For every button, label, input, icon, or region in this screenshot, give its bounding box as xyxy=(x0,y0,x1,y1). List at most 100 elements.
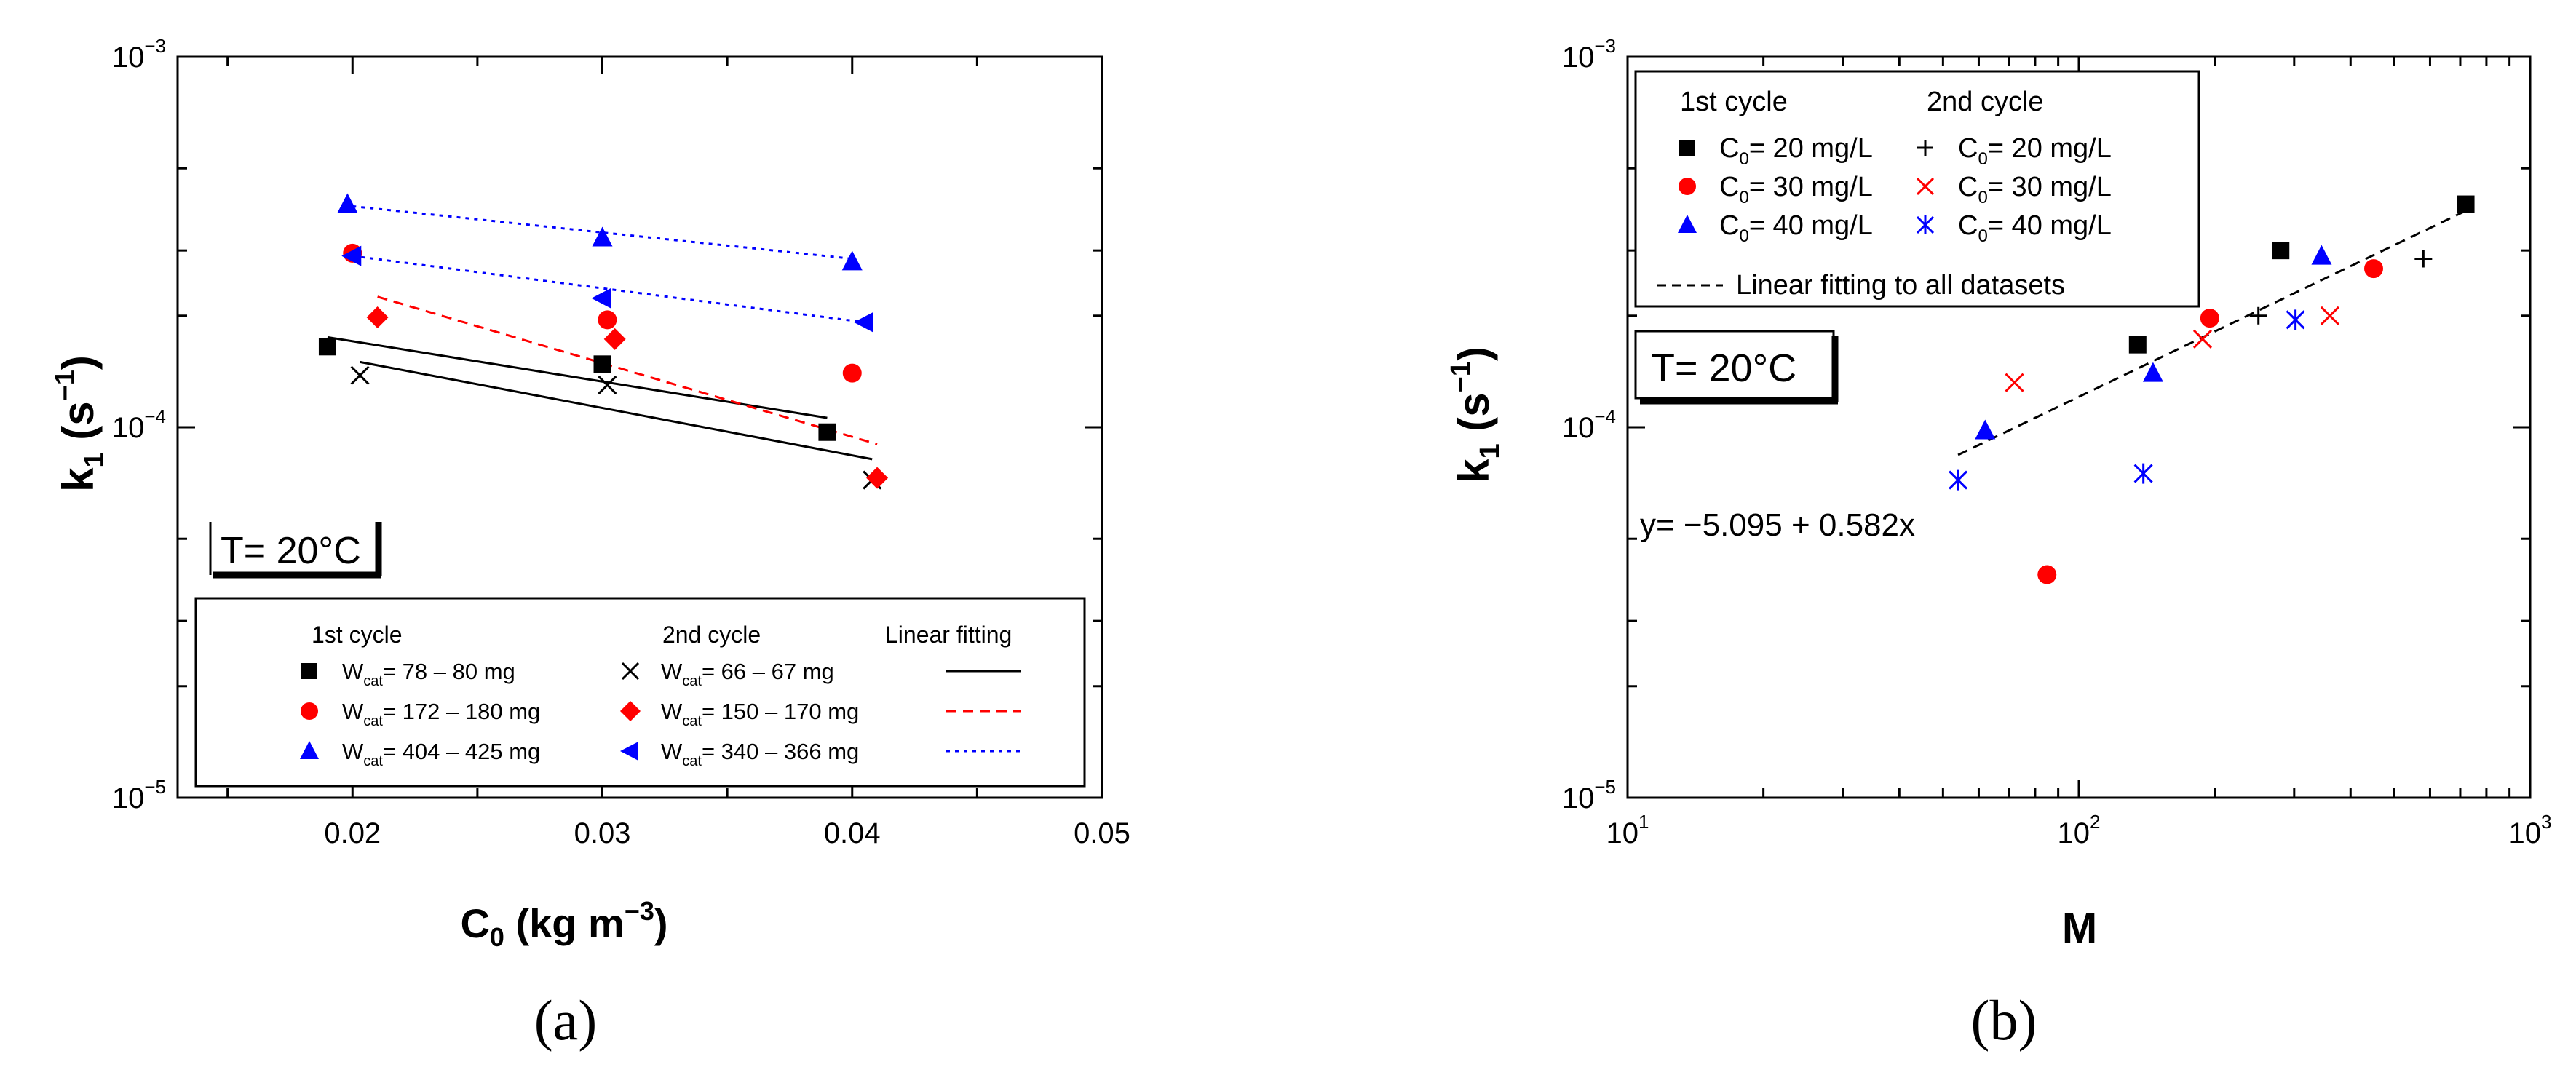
panel-b-legend-label-1st-0: C0= 20 mg/L xyxy=(1719,133,1873,169)
panel-a-x-axis-label: C0 (kg m−3) xyxy=(460,896,667,952)
panel-a-point-s4-0 xyxy=(337,193,358,213)
panel-a-legend-label-2nd-1: Wcat= 150 – 170 mg xyxy=(661,699,859,729)
panel-a-temperature-label: T= 20°C xyxy=(221,530,361,572)
panel-a-legend-label-1st-0: Wcat= 78 – 80 mg xyxy=(342,659,515,689)
panel-a-legend-label-2nd-2: Wcat= 340 – 366 mg xyxy=(661,739,859,769)
panel-b-legend-marker-2nd-2 xyxy=(1916,215,1935,234)
panel-a-point-s2-2 xyxy=(842,363,862,383)
panel-a-legend-header-2nd: 2nd cycle xyxy=(662,622,761,648)
panel-a-y-tick-label: 10−4 xyxy=(112,405,166,444)
panel-b-legend-header-1st: 1st cycle xyxy=(1680,87,1788,117)
panel-b-legend-header-2nd: 2nd cycle xyxy=(1927,87,2044,117)
panel-a-y-axis-label: k1 (s−1) xyxy=(50,355,110,492)
svg-text:k1 (s−1): k1 (s−1) xyxy=(50,355,110,492)
panel-a-fit-line-4 xyxy=(352,255,865,324)
panel-a-fit-line-1 xyxy=(360,360,873,461)
panel-b-temperature-label: T= 20°C xyxy=(1651,346,1796,390)
panel-a-legend-label-1st-2: Wcat= 404 – 425 mg xyxy=(342,739,540,769)
panel-a-legend-marker-1st-0 xyxy=(301,663,317,679)
panel-b-point-s3-1 xyxy=(2192,329,2213,349)
panel-a-legend-label-2nd-0: Wcat= 66 – 67 mg xyxy=(661,659,834,689)
panel-b-y-tick-label: 10−4 xyxy=(1562,405,1616,444)
panel-a-point-s4-1 xyxy=(592,226,613,247)
panel-b-point-s2-1 xyxy=(2200,309,2219,328)
panel-a-point-s3-1 xyxy=(603,328,626,350)
panel-b-legend-label-1st-2: C0= 40 mg/L xyxy=(1719,210,1873,246)
panel-b: k1 (s−1) M 10−5 10−4 10−3 101 102 103 1st cyc… xyxy=(1446,35,2551,952)
panel-a-point-s5-1 xyxy=(591,287,611,309)
panel-a-x-tick-label: 0.02 xyxy=(324,817,381,849)
panel-b-legend: 1st cycle 2nd cycle C0= 20 mg/L C0= 20 mg… xyxy=(1634,70,2200,308)
panel-b-legend-label-1st-1: C0= 30 mg/L xyxy=(1719,172,1873,207)
panel-a-point-s5-0 xyxy=(341,245,362,266)
panel-b-point-s4-2 xyxy=(2311,245,2332,265)
panel-a-point-s4-2 xyxy=(841,250,863,271)
panel-b-y-axis-label: k1 (s−1) xyxy=(1446,346,1505,483)
svg-text:k1 (s−1): k1 (s−1) xyxy=(1446,346,1505,483)
panel-a-point-s1-0 xyxy=(350,365,370,385)
panel-a-legend-marker-1st-2 xyxy=(300,741,319,759)
panel-b-legend-marker-1st-0 xyxy=(1679,140,1695,156)
panel-b-point-s3-2 xyxy=(2320,306,2339,325)
panel-b-point-s1-1 xyxy=(2414,250,2433,268)
panel-a-point-s0-0 xyxy=(318,338,336,356)
panel-b-legend-marker-2nd-0 xyxy=(1917,140,1933,156)
panel-b-fit-line-0 xyxy=(1957,210,2467,456)
panel-b-legend-fit-label: Linear fitting to all datasets xyxy=(1736,270,2065,301)
panel-b-legend-marker-1st-1 xyxy=(1679,178,1696,195)
panel-a-fit-line-0 xyxy=(327,336,828,419)
panel-b-point-s5-0 xyxy=(1949,469,1968,491)
panel-a-legend-marker-2nd-2 xyxy=(620,742,638,761)
panel-b-y-tick-label: 10−5 xyxy=(1562,776,1616,814)
panel-a-plot-marks: 10−5 10−4 10−3 0.02 0.03 0.04 0.05 xyxy=(112,35,1130,849)
caption-a: (a) xyxy=(534,988,598,1052)
panel-a-point-s3-2 xyxy=(866,467,889,489)
panel-b-temperature-box: T= 20°C xyxy=(1634,330,1839,405)
panel-a-point-s5-2 xyxy=(853,312,873,333)
panel-a-legend-header-fit: Linear fitting xyxy=(885,622,1012,648)
panel-b-point-s5-1 xyxy=(2133,463,2153,484)
panel-a-point-s2-1 xyxy=(598,310,617,330)
panel-a-legend-marker-2nd-1 xyxy=(620,701,641,721)
panel-b-point-s4-1 xyxy=(2142,362,2163,382)
panel-b-y-tick-label: 10−3 xyxy=(1562,35,1616,74)
panel-a-point-s3-0 xyxy=(366,306,389,328)
panel-a-legend-header-1st: 1st cycle xyxy=(312,622,402,648)
panel-a-point-s0-1 xyxy=(593,355,611,373)
panel-b-plot-marks: 10−5 10−4 10−3 101 102 103 xyxy=(1562,35,2552,849)
panel-b-legend-marker-1st-2 xyxy=(1678,215,1697,233)
panel-b-point-s1-0 xyxy=(2249,306,2267,325)
panel-b-x-tick-label: 103 xyxy=(2509,811,2552,849)
panel-b-point-s0-0 xyxy=(2128,336,2147,354)
panel-a-point-s1-1 xyxy=(598,375,617,395)
panel-a-fit-line-2 xyxy=(377,295,878,445)
panel-b-point-s3-0 xyxy=(2005,373,2024,392)
panel-a-legend-marker-1st-1 xyxy=(301,702,318,720)
panel-b-legend-label-2nd-2: C0= 40 mg/L xyxy=(1958,210,2112,246)
panel-b-point-s0-2 xyxy=(2457,195,2475,213)
panel-a: k1 (s−1) C0 (kg m−3) 10−5 10−4 10−3 0.02 0.0… xyxy=(50,35,1130,952)
panel-a-x-tick-label: 0.03 xyxy=(574,817,631,849)
panel-b-legend-label-2nd-0: C0= 20 mg/L xyxy=(1958,133,2112,169)
panel-b-point-s5-2 xyxy=(2286,309,2305,330)
panel-b-legend-label-2nd-1: C0= 30 mg/L xyxy=(1958,172,2112,207)
panel-a-y-tick-label: 10−5 xyxy=(112,776,166,814)
panel-b-x-axis-label: M xyxy=(2062,905,2097,952)
panel-b-point-s2-0 xyxy=(2037,565,2057,584)
panel-b-point-s0-1 xyxy=(2272,242,2290,260)
panel-a-x-tick-label: 0.05 xyxy=(1074,817,1130,849)
caption-b: (b) xyxy=(1971,988,2037,1052)
panel-b-x-tick-label: 102 xyxy=(2058,811,2101,849)
panel-b-point-s4-0 xyxy=(1975,419,1996,440)
panel-b-x-tick-label: 101 xyxy=(1606,811,1649,849)
panel-a-legend-marker-2nd-0 xyxy=(621,662,640,681)
panel-b-legend-marker-2nd-1 xyxy=(1916,177,1935,196)
panel-a-x-tick-label: 0.04 xyxy=(824,817,881,849)
panel-a-legend-label-1st-1: Wcat= 172 – 180 mg xyxy=(342,699,540,729)
panel-a-y-tick-label: 10−3 xyxy=(112,35,166,74)
panel-a-temperature-box: T= 20°C xyxy=(209,522,382,579)
panel-b-fit-equation: y= −5.095 + 0.582x xyxy=(1640,507,1915,543)
panel-a-legend: 1st cycle 2nd cycle Linear fitting Wcat=… xyxy=(194,597,1086,788)
panel-b-point-s2-2 xyxy=(2363,259,2383,279)
